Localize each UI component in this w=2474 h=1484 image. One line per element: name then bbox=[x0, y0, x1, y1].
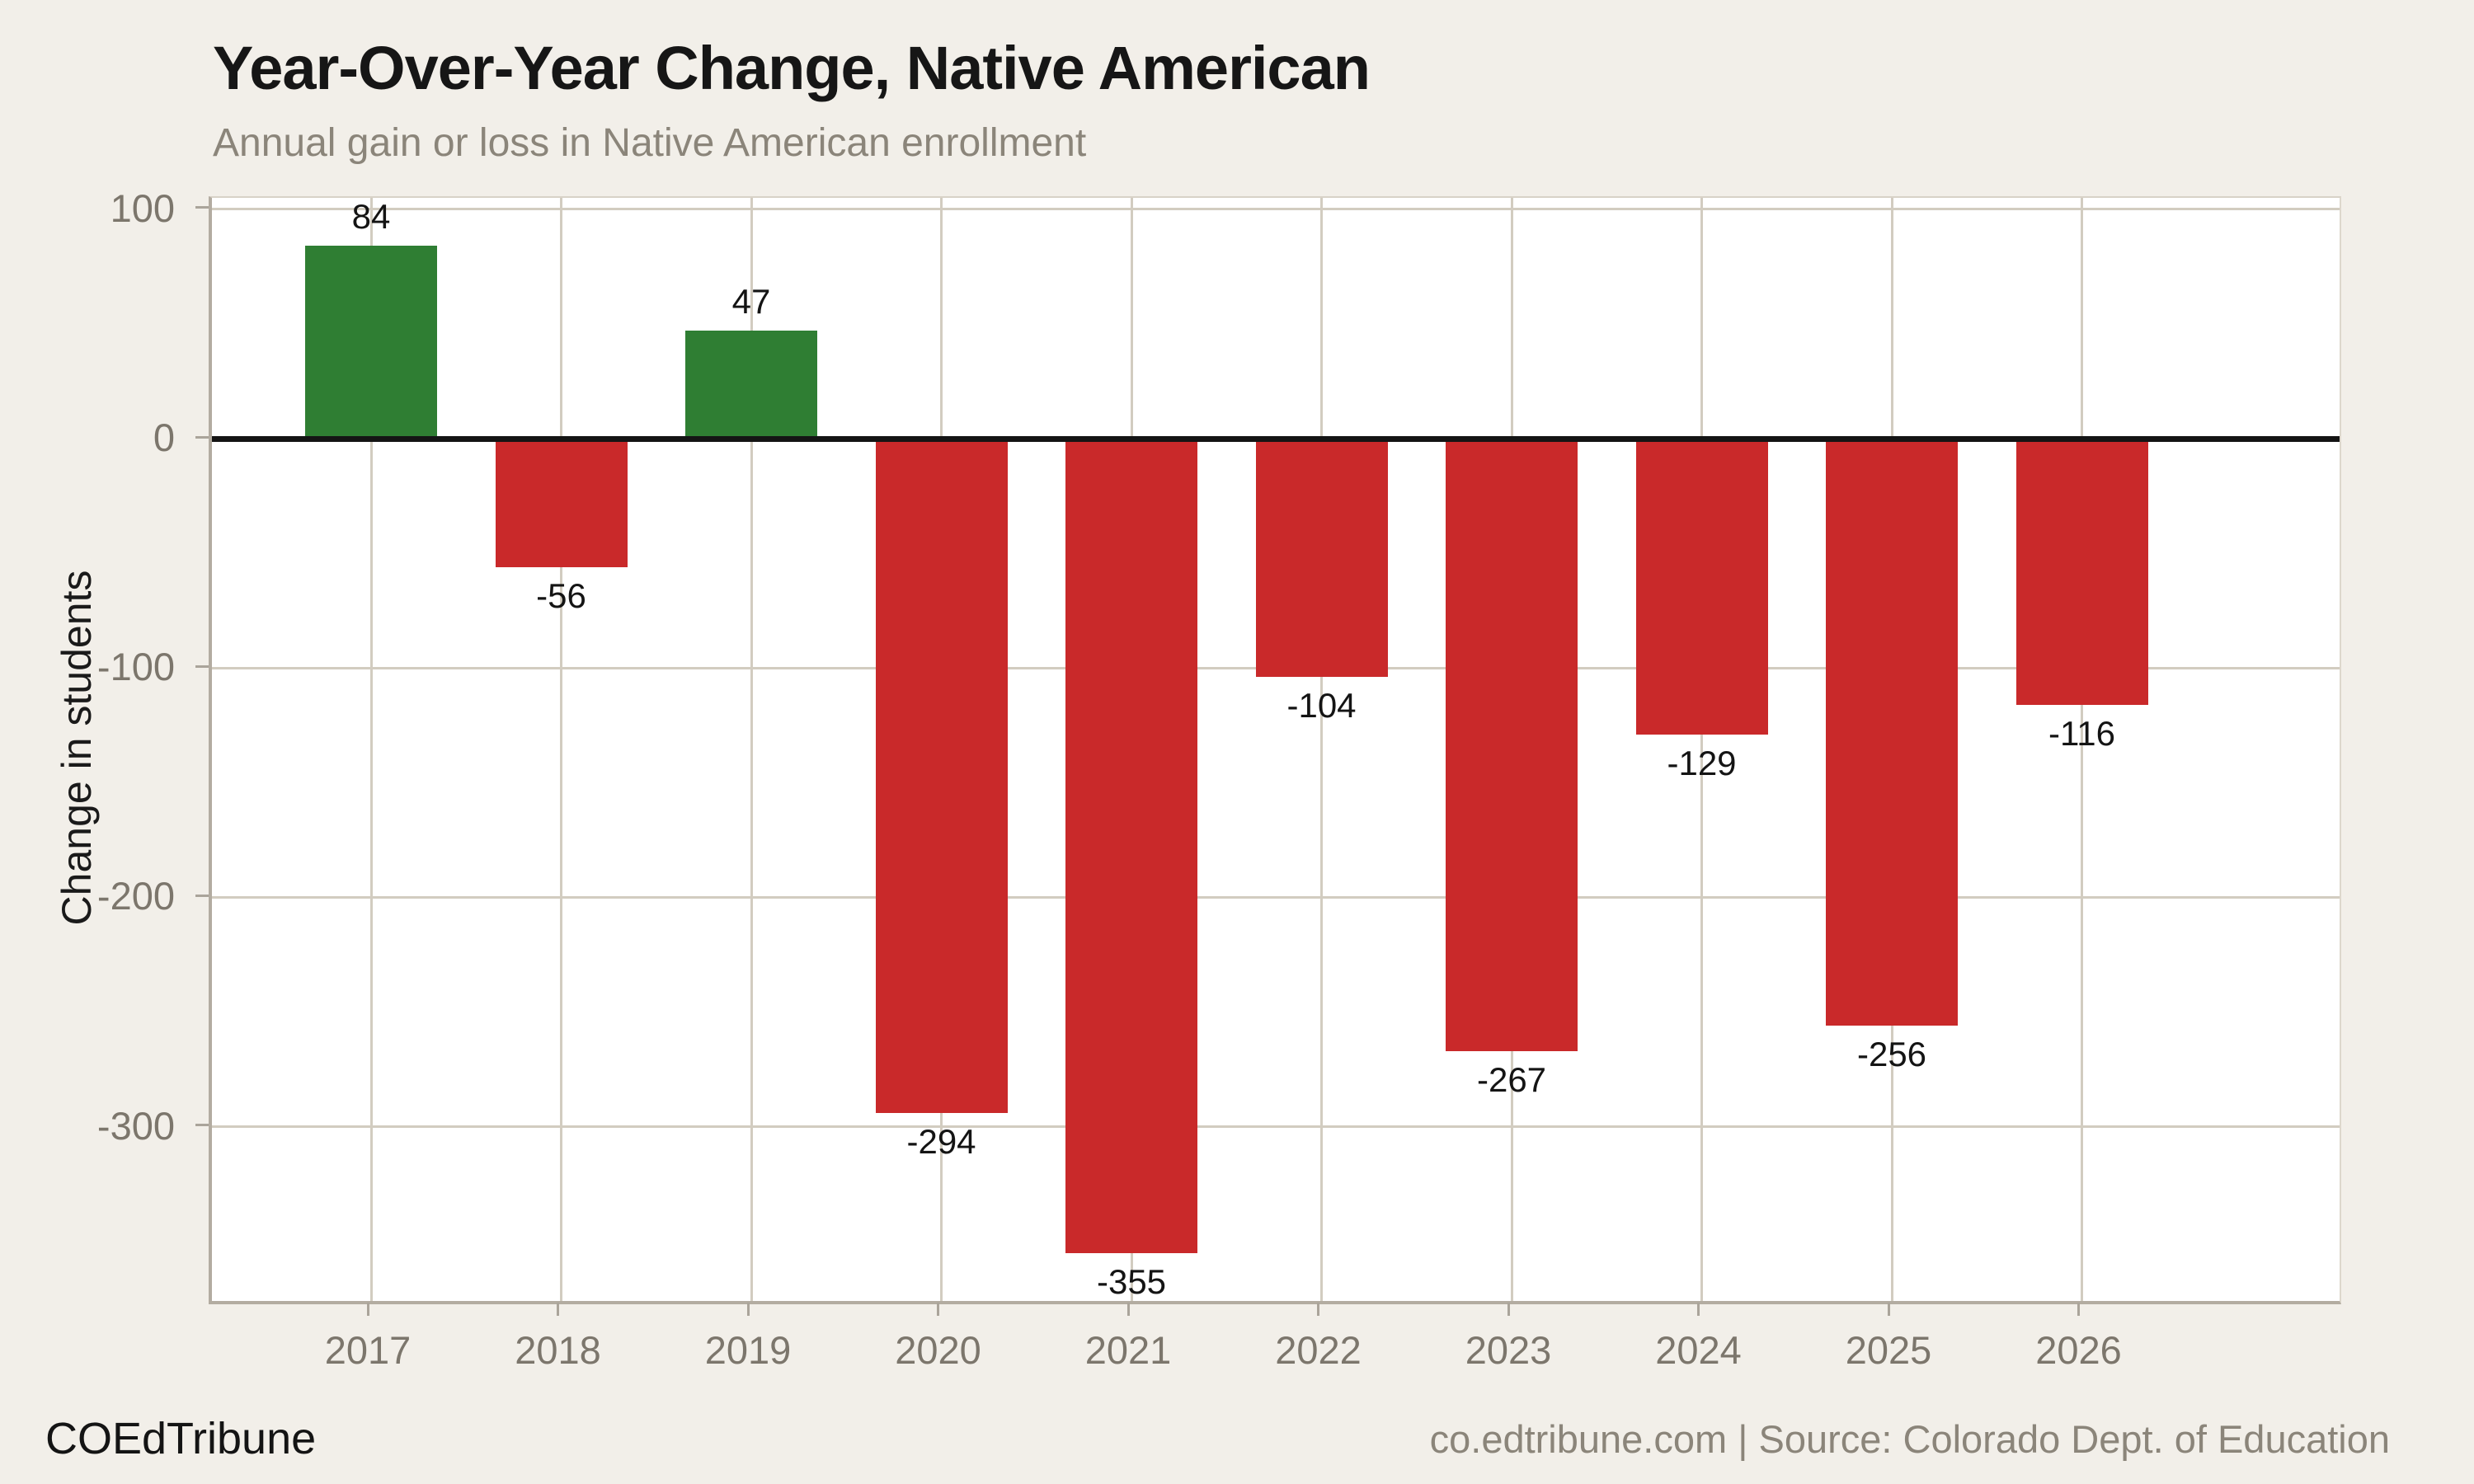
x-tick-label-2026: 2026 bbox=[2035, 1328, 2122, 1372]
value-label-2019: 47 bbox=[731, 282, 771, 322]
gridline-v-2026 bbox=[2081, 198, 2083, 1301]
value-label-2021: -355 bbox=[1096, 1261, 1167, 1301]
x-tick-mark-2021 bbox=[1126, 1303, 1130, 1316]
y-tick-label--200: -200 bbox=[96, 874, 175, 918]
x-tick-mark-2022 bbox=[1317, 1303, 1319, 1316]
gridline-v-2022 bbox=[1320, 198, 1323, 1301]
gridline-h-100 bbox=[212, 208, 2340, 211]
x-tick-label-2017: 2017 bbox=[324, 1328, 412, 1372]
value-label-2017: 84 bbox=[351, 197, 391, 237]
y-tick-mark--100 bbox=[195, 665, 209, 668]
gridline-v-2017 bbox=[369, 198, 373, 1301]
gridline-v-2019 bbox=[750, 198, 753, 1301]
x-tick-label-2019: 2019 bbox=[704, 1328, 792, 1372]
x-tick-label-2022: 2022 bbox=[1275, 1328, 1362, 1372]
x-tick-mark-2019 bbox=[746, 1303, 750, 1316]
value-label-2018: -56 bbox=[536, 575, 586, 615]
value-label-2026: -116 bbox=[2048, 713, 2115, 753]
y-tick-mark--300 bbox=[195, 1124, 209, 1127]
x-tick-label-2024: 2024 bbox=[1655, 1328, 1742, 1372]
value-label-2023: -267 bbox=[1476, 1059, 1547, 1099]
x-tick-label-2023: 2023 bbox=[1465, 1328, 1552, 1372]
gridline-h--300 bbox=[212, 1125, 2340, 1129]
bar-2021 bbox=[1065, 439, 1197, 1253]
x-tick-mark-2025 bbox=[1887, 1303, 1890, 1316]
bar-2022 bbox=[1255, 439, 1388, 678]
value-label-2025: -256 bbox=[1856, 1035, 1927, 1074]
bar-2019 bbox=[685, 331, 817, 439]
value-label-2020: -294 bbox=[906, 1121, 976, 1161]
y-tick-mark-0 bbox=[195, 435, 209, 439]
bar-2023 bbox=[1446, 439, 1578, 1051]
x-tick-label-2025: 2025 bbox=[1845, 1328, 1932, 1372]
y-tick-label-100: 100 bbox=[110, 186, 175, 230]
plot-area: 84 -56 47 -294 -355 -104 -267 -129 -256 -116 bbox=[209, 196, 2341, 1304]
x-tick-mark-2023 bbox=[1507, 1303, 1510, 1316]
chart-title: Year-Over-Year Change, Native American bbox=[213, 34, 1371, 102]
y-tick-label-0: 0 bbox=[153, 416, 175, 460]
y-axis-title: Change in students bbox=[54, 570, 100, 926]
y-tick-label--300: -300 bbox=[96, 1103, 175, 1148]
bar-2018 bbox=[495, 439, 628, 567]
x-tick-label-2021: 2021 bbox=[1084, 1328, 1172, 1372]
zero-baseline bbox=[212, 435, 2340, 442]
value-label-2022: -104 bbox=[1286, 686, 1357, 726]
x-tick-mark-2024 bbox=[1697, 1303, 1700, 1316]
y-tick-mark-100 bbox=[195, 206, 209, 209]
bar-2026 bbox=[2015, 439, 2148, 705]
x-tick-mark-2020 bbox=[937, 1303, 939, 1316]
x-tick-label-2018: 2018 bbox=[515, 1328, 601, 1372]
x-tick-mark-2026 bbox=[2077, 1303, 2080, 1316]
footer-brand: COEdTribune bbox=[45, 1414, 317, 1463]
gridline-v-2018 bbox=[560, 198, 562, 1301]
bar-2020 bbox=[875, 439, 1008, 1113]
x-tick-label-2020: 2020 bbox=[895, 1328, 981, 1372]
bar-2017 bbox=[305, 246, 437, 439]
gridline-v-2024 bbox=[1700, 198, 1703, 1301]
y-tick-mark--200 bbox=[195, 894, 209, 897]
chart-subtitle: Annual gain or loss in Native American e… bbox=[213, 121, 1087, 165]
value-label-2024: -129 bbox=[1667, 743, 1737, 782]
bar-2024 bbox=[1635, 439, 1768, 735]
gridline-h--200 bbox=[212, 895, 2340, 899]
y-tick-label--100: -100 bbox=[96, 645, 175, 689]
x-tick-mark-2017 bbox=[366, 1303, 369, 1316]
x-tick-mark-2018 bbox=[557, 1303, 559, 1316]
footer-source: co.edtribune.com | Source: Colorado Dept… bbox=[1429, 1417, 2390, 1461]
bar-2025 bbox=[1826, 439, 1958, 1026]
